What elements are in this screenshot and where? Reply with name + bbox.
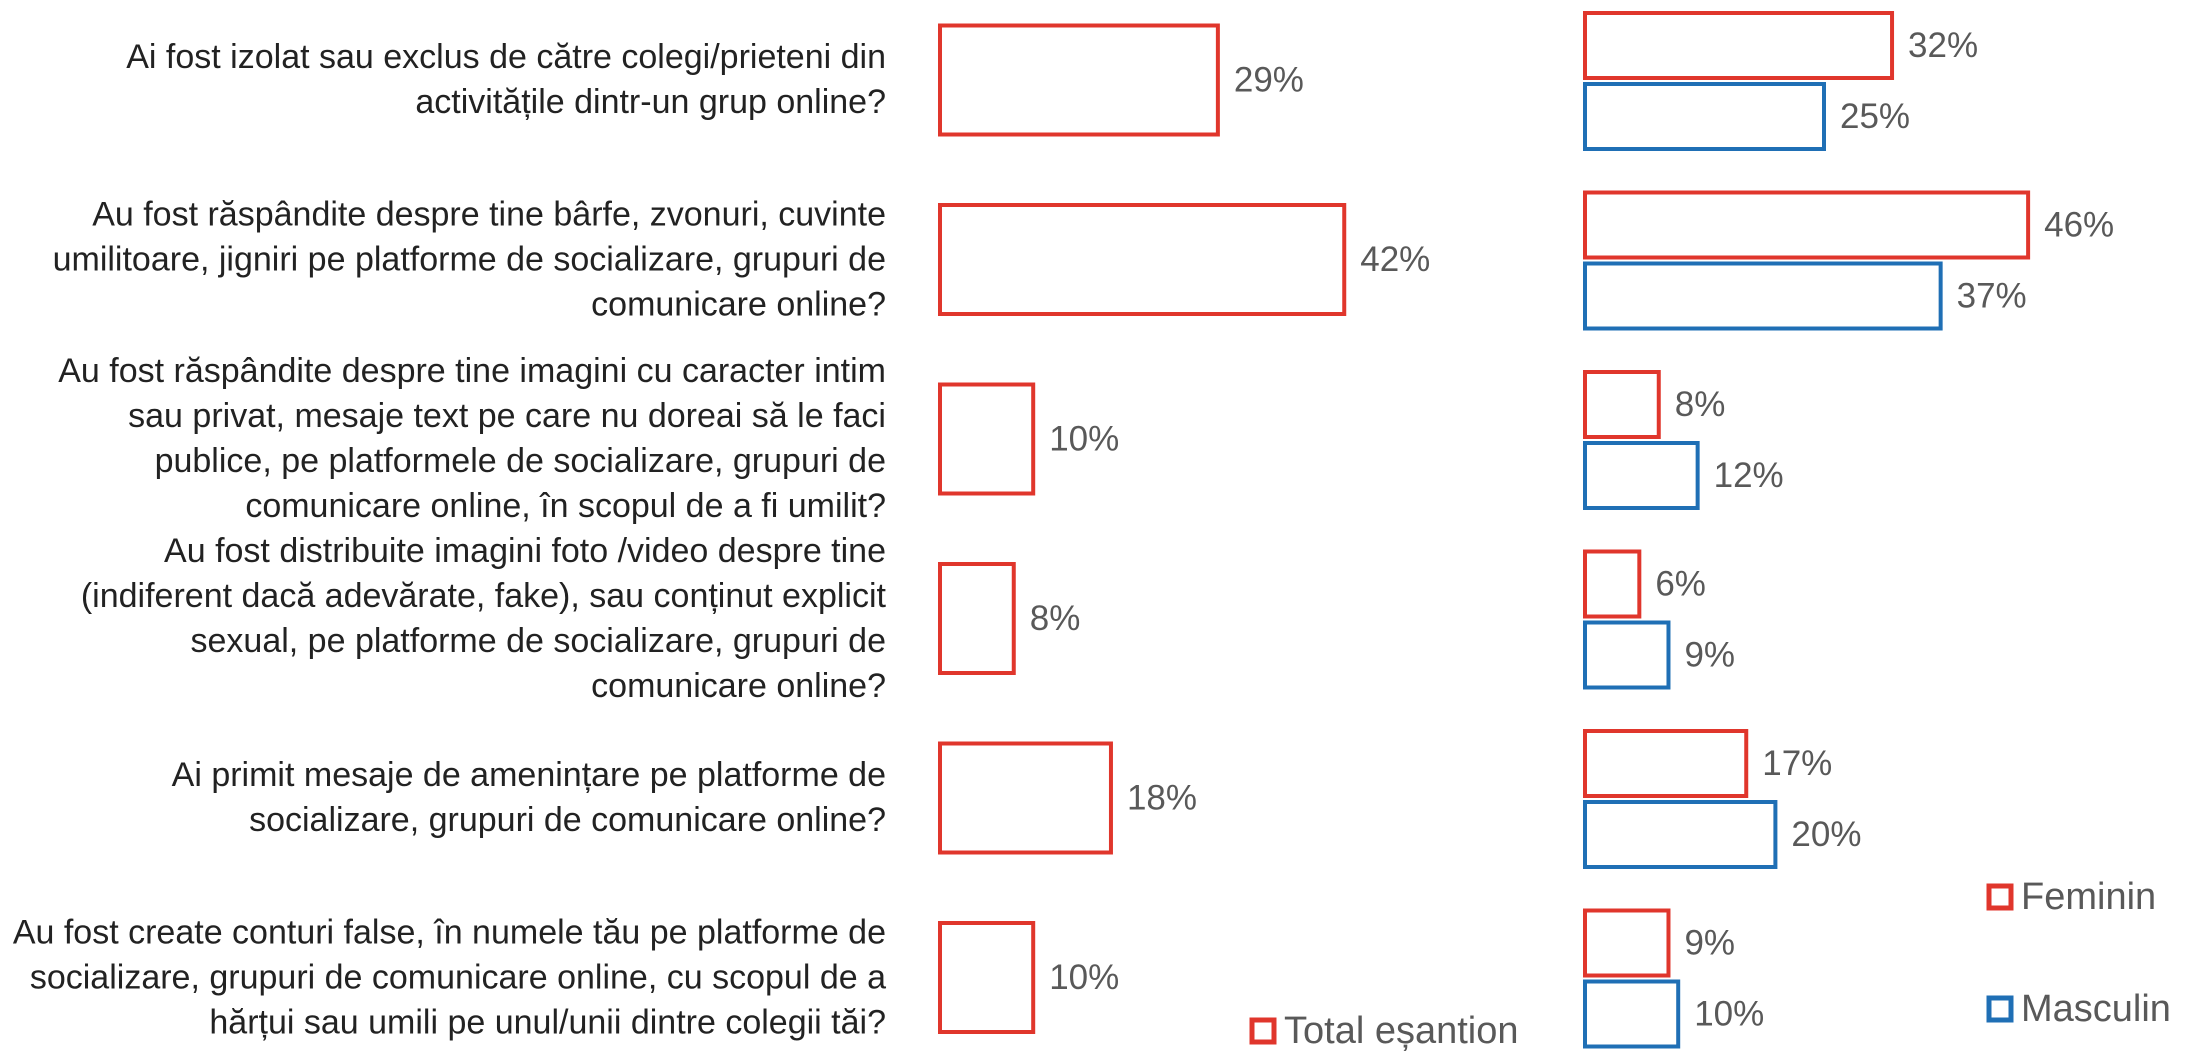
bar xyxy=(1583,441,1700,510)
category-label: Au fost răspândite despre tine bârfe, zv… xyxy=(52,195,886,323)
bar xyxy=(938,562,1016,675)
value-label: 18% xyxy=(1127,778,1197,817)
legend-label: Feminin xyxy=(2021,876,2156,918)
value-label: 8% xyxy=(1675,385,1726,424)
bar xyxy=(1583,908,1671,978)
legend-marker xyxy=(1986,995,2014,1023)
value-label: 42% xyxy=(1360,240,1430,279)
legend-label: Masculin xyxy=(2021,988,2171,1030)
category-label: Ai primit mesaje de amenințare pe platfo… xyxy=(171,756,886,839)
bar xyxy=(1583,979,1681,1049)
bar xyxy=(938,23,1220,137)
bar xyxy=(1583,800,1778,869)
value-label: 10% xyxy=(1049,958,1119,997)
value-label: 8% xyxy=(1030,599,1081,638)
legend-label: Total eșantion xyxy=(1284,1010,1519,1051)
bar xyxy=(1583,370,1661,439)
bar xyxy=(938,921,1036,1034)
bar xyxy=(1583,261,1943,331)
bar xyxy=(1583,729,1749,798)
category-label: Au fost create conturi false, în numele … xyxy=(12,913,886,1041)
value-label: 17% xyxy=(1762,744,1832,783)
bar xyxy=(1583,11,1895,80)
category-label: Au fost răspândite despre tine imagini c… xyxy=(58,352,886,525)
category-label: Au fost distribuite imagini foto /video … xyxy=(80,531,886,705)
value-label: 46% xyxy=(2044,205,2114,244)
value-label: 9% xyxy=(1684,923,1735,962)
bar xyxy=(1583,190,2031,260)
value-label: 10% xyxy=(1049,419,1119,458)
value-label: 10% xyxy=(1694,994,1764,1033)
value-label: 12% xyxy=(1714,456,1784,495)
category-label: Ai fost izolat sau exclus de către coleg… xyxy=(126,38,886,121)
bar xyxy=(1583,620,1671,690)
bar xyxy=(1583,549,1642,619)
value-label: 6% xyxy=(1655,564,1706,603)
legend-marker xyxy=(1986,883,2014,911)
value-label: 20% xyxy=(1791,815,1861,854)
value-label: 25% xyxy=(1840,97,1910,136)
bar xyxy=(938,741,1113,855)
value-label: 37% xyxy=(1957,276,2027,315)
legend-marker xyxy=(1249,1017,1277,1045)
bar xyxy=(938,382,1036,496)
bar xyxy=(1583,82,1826,151)
value-label: 32% xyxy=(1908,26,1978,65)
bar xyxy=(938,203,1347,316)
value-label: 9% xyxy=(1684,635,1735,674)
value-label: 29% xyxy=(1234,60,1304,99)
